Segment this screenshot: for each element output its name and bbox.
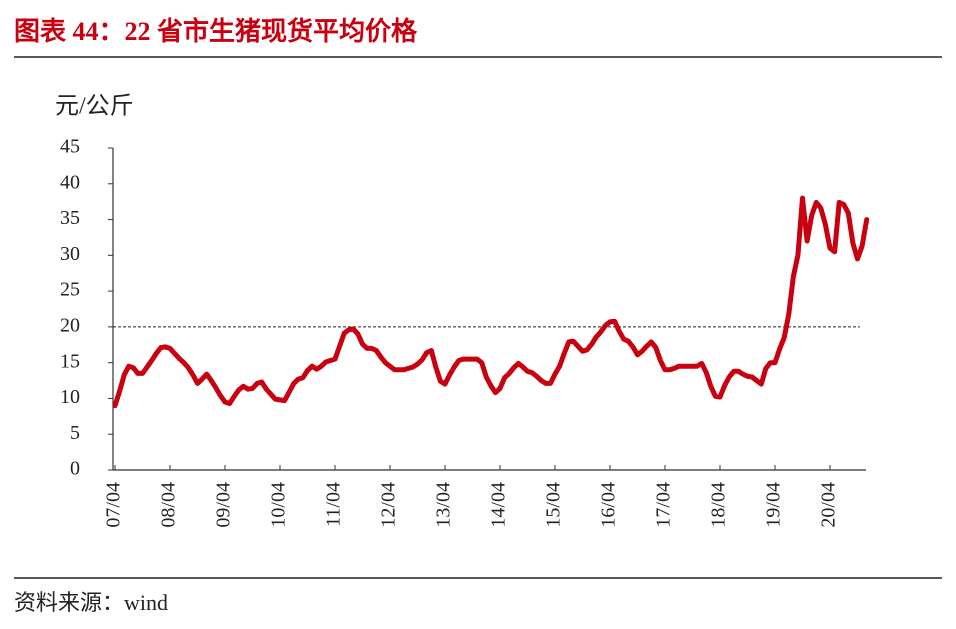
y-tick-label: 10 — [60, 386, 80, 408]
x-tick-label: 07/04 — [103, 482, 125, 528]
x-tick-label: 13/04 — [433, 482, 455, 528]
x-tick-label: 20/04 — [818, 482, 840, 528]
y-tick-label: 40 — [60, 171, 80, 193]
y-tick-label: 45 — [60, 136, 80, 158]
x-tick-label: 15/04 — [543, 482, 565, 528]
x-tick-label: 08/04 — [158, 482, 180, 528]
chart-title: 图表 44：22 省市生猪现货平均价格 — [14, 16, 418, 46]
y-tick-label: 20 — [60, 314, 80, 336]
x-tick-label: 18/04 — [708, 482, 730, 528]
x-tick-label: 11/04 — [323, 482, 345, 527]
x-tick-label: 17/04 — [653, 482, 675, 528]
x-tick-label: 09/04 — [213, 482, 235, 528]
price-line — [112, 195, 870, 409]
y-axis-label: 元/公斤 — [55, 93, 134, 120]
y-tick-label: 30 — [60, 243, 80, 265]
y-tick-label: 25 — [60, 279, 80, 301]
y-tick-label: 0 — [70, 458, 80, 480]
y-tick-label: 35 — [60, 207, 80, 229]
x-tick-label: 10/04 — [268, 482, 290, 528]
x-tick-label: 12/04 — [378, 482, 400, 528]
x-tick-label: 16/04 — [598, 482, 620, 528]
x-tick-label: 19/04 — [763, 482, 785, 528]
x-tick-label: 14/04 — [488, 482, 510, 528]
y-tick-label: 15 — [60, 350, 80, 372]
y-tick-label: 5 — [70, 422, 80, 444]
source: 资料来源：wind — [14, 590, 168, 615]
